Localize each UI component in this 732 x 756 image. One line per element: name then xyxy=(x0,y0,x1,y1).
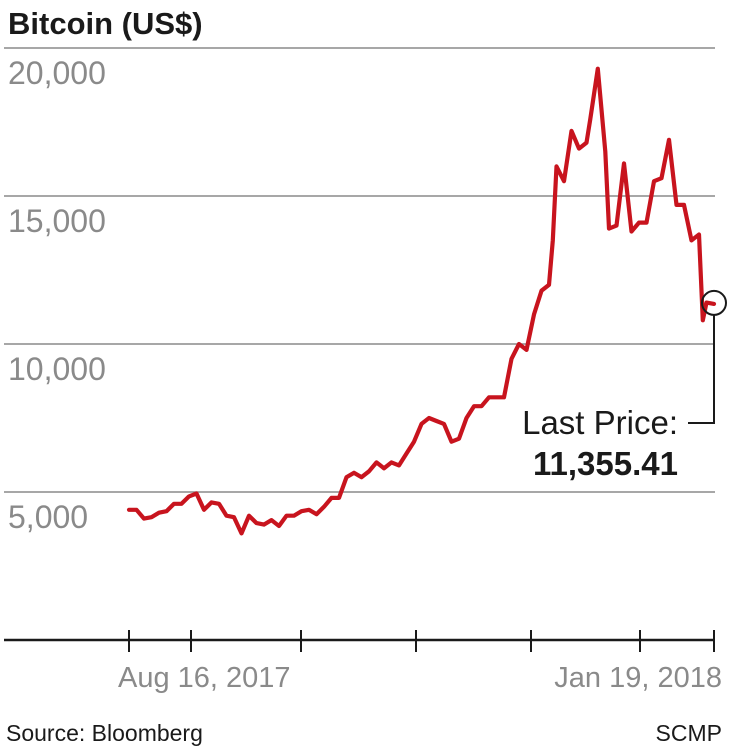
y-tick-label: 15,000 xyxy=(8,203,106,239)
y-tick-label: 10,000 xyxy=(8,351,106,387)
series-group xyxy=(126,66,717,536)
y-tick-label: 20,000 xyxy=(8,55,106,91)
chart-title: Bitcoin (US$) xyxy=(8,6,203,41)
y-tick-label: 5,000 xyxy=(8,499,88,535)
gridlines xyxy=(4,47,715,493)
x-tick-label-end: Jan 19, 2018 xyxy=(554,662,722,694)
source-note: Source: Bloomberg xyxy=(6,720,203,746)
x-axis: Aug 16, 2017 Jan 19, 2018 xyxy=(4,630,722,694)
y-tick-labels: 5,000 10,000 15,000 20,000 xyxy=(8,55,106,535)
last-price-annotation: Last Price: 11,355.41 xyxy=(522,289,727,482)
x-tick-label-start: Aug 16, 2017 xyxy=(118,662,291,694)
annotation-label: Last Price: xyxy=(522,404,678,441)
annotation-value: 11,355.41 xyxy=(533,445,678,482)
bitcoin-price-line xyxy=(126,66,717,536)
annotation-leader-line xyxy=(688,314,715,424)
credit-note: SCMP xyxy=(655,720,722,746)
